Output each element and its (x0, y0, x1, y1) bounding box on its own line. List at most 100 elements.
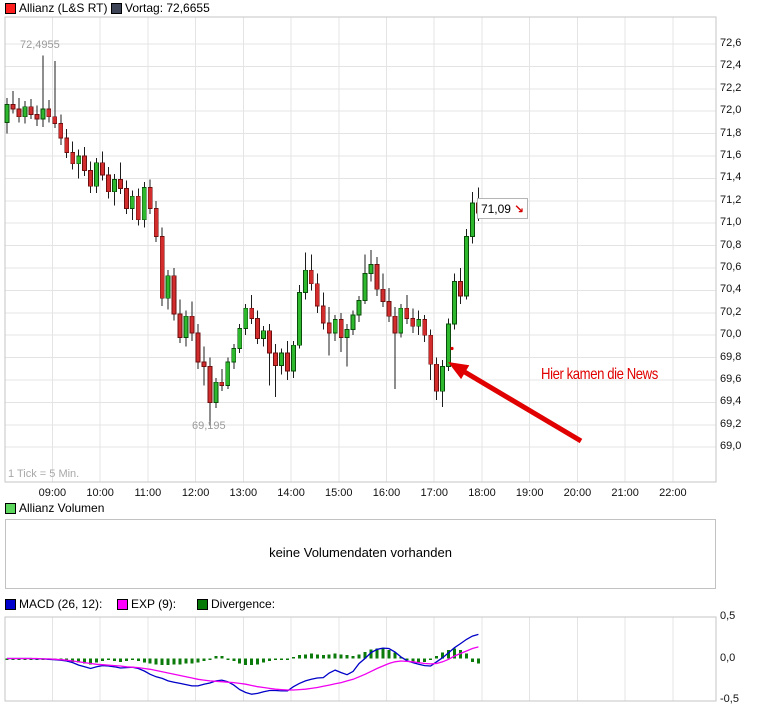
last-price-value: 71,09 (480, 201, 511, 216)
candle-body (135, 195, 141, 221)
exp-line (7, 646, 479, 691)
news-arrow-head (448, 362, 470, 380)
candle-body (231, 348, 237, 363)
macd-line (7, 633, 479, 695)
time-x-tick: 15:00 (325, 487, 353, 499)
candle-body (16, 108, 22, 118)
macd-y-tick: -0,5 (720, 693, 739, 705)
last-price-badge: 71,09 ↘ (477, 198, 528, 219)
price-y-tick: 71,4 (720, 171, 742, 184)
price-y-tick: 69,6 (720, 373, 742, 385)
candle-body (159, 236, 165, 299)
time-x-tick: 14:00 (277, 487, 305, 499)
time-x-tick: 13:00 (229, 487, 258, 499)
candle-body (255, 317, 261, 339)
candle-body (362, 273, 368, 301)
candle-body (267, 330, 272, 354)
news-annotation-text: Hier kamen die News (541, 366, 658, 383)
divergence-legend-swatch (197, 599, 208, 610)
candle-body (320, 305, 326, 324)
candle-body (129, 195, 135, 210)
candle-body (58, 123, 64, 139)
macd-y-tick: 0,5 (720, 610, 736, 622)
volume-legend-label: Allianz Volumen (19, 501, 105, 515)
candle-body (94, 162, 99, 187)
time-x-tick: 18:00 (468, 487, 496, 499)
candle-body (350, 314, 356, 331)
time-x-tick: 22:00 (659, 487, 687, 499)
time-x-tick: 17:00 (420, 487, 448, 499)
candle-body (297, 292, 302, 346)
no-volume-message: keine Volumendaten vorhanden (269, 545, 452, 560)
candle-body (243, 307, 249, 329)
price-y-tick: 72,2 (720, 81, 742, 94)
candle-body (213, 381, 219, 403)
candle-body (183, 315, 189, 338)
price-y-tick: 72,6 (720, 37, 742, 49)
candle-body (249, 307, 255, 319)
candle-body (4, 104, 10, 123)
news-arrow-line (461, 368, 583, 444)
price-y-tick: 72,4 (720, 59, 742, 72)
price-y-tick: 69,0 (720, 440, 742, 453)
candle-body (82, 155, 88, 171)
day-high-label: 72,4955 (20, 39, 60, 51)
time-x-tick: 20:00 (563, 487, 592, 499)
candle-body (195, 332, 201, 363)
candle-body (100, 162, 105, 176)
macd-legend-label: MACD (26, 12): (19, 597, 103, 611)
candle-body (279, 352, 284, 366)
time-x-tick: 09:00 (38, 487, 67, 499)
macd-legend-swatch (5, 599, 16, 610)
time-x-tick: 10:00 (86, 487, 114, 499)
price-y-tick: 69,4 (720, 395, 742, 408)
exp-legend-swatch (117, 599, 128, 610)
candle-body (201, 361, 207, 367)
candle-body (302, 269, 308, 294)
candle-body (314, 283, 320, 307)
candle-body (422, 319, 428, 336)
time-x-tick: 16:00 (372, 487, 401, 499)
candle-body (452, 281, 457, 325)
candle-body (40, 108, 46, 120)
day-low-label: 69,195 (192, 420, 226, 432)
candle-body (261, 330, 267, 339)
price-y-tick: 69,8 (720, 350, 742, 363)
candle-body (326, 322, 332, 334)
candle-body (386, 301, 392, 317)
candle-body (147, 186, 153, 210)
candle-body (308, 269, 314, 285)
volume-legend-swatch (5, 503, 16, 514)
candle-body (410, 317, 416, 327)
candle-body (225, 361, 231, 386)
divergence-legend-label: Divergence: (211, 597, 276, 611)
macd-plot-border (4, 616, 717, 702)
candle-body (22, 106, 28, 118)
price-y-tick: 70,2 (720, 305, 742, 318)
candle-body (171, 275, 177, 315)
candle-body (106, 174, 111, 193)
candle-body (380, 288, 386, 302)
candle-body (464, 236, 469, 297)
candle-body (118, 179, 123, 189)
series-legend-swatch (5, 3, 16, 14)
volume-panel: keine Volumendaten vorhanden (5, 519, 716, 589)
candle-body (237, 328, 243, 350)
candle-body (285, 352, 290, 372)
time-x-tick: 19:00 (515, 487, 544, 499)
candle-body (291, 344, 296, 372)
price-plot-border (4, 16, 717, 483)
candle-body (458, 281, 463, 297)
candle-body (46, 108, 52, 118)
candle-body (219, 381, 225, 386)
price-y-tick: 71,0 (720, 216, 742, 229)
price-y-tick: 71,8 (720, 126, 742, 139)
price-down-arrow-icon: ↘ (513, 201, 525, 216)
candle-body (368, 264, 374, 275)
candle-body (123, 188, 129, 210)
candle-body (446, 323, 451, 367)
time-x-tick: 12:00 (181, 487, 210, 499)
series-legend-label: Allianz (L&S RT) (19, 1, 108, 15)
